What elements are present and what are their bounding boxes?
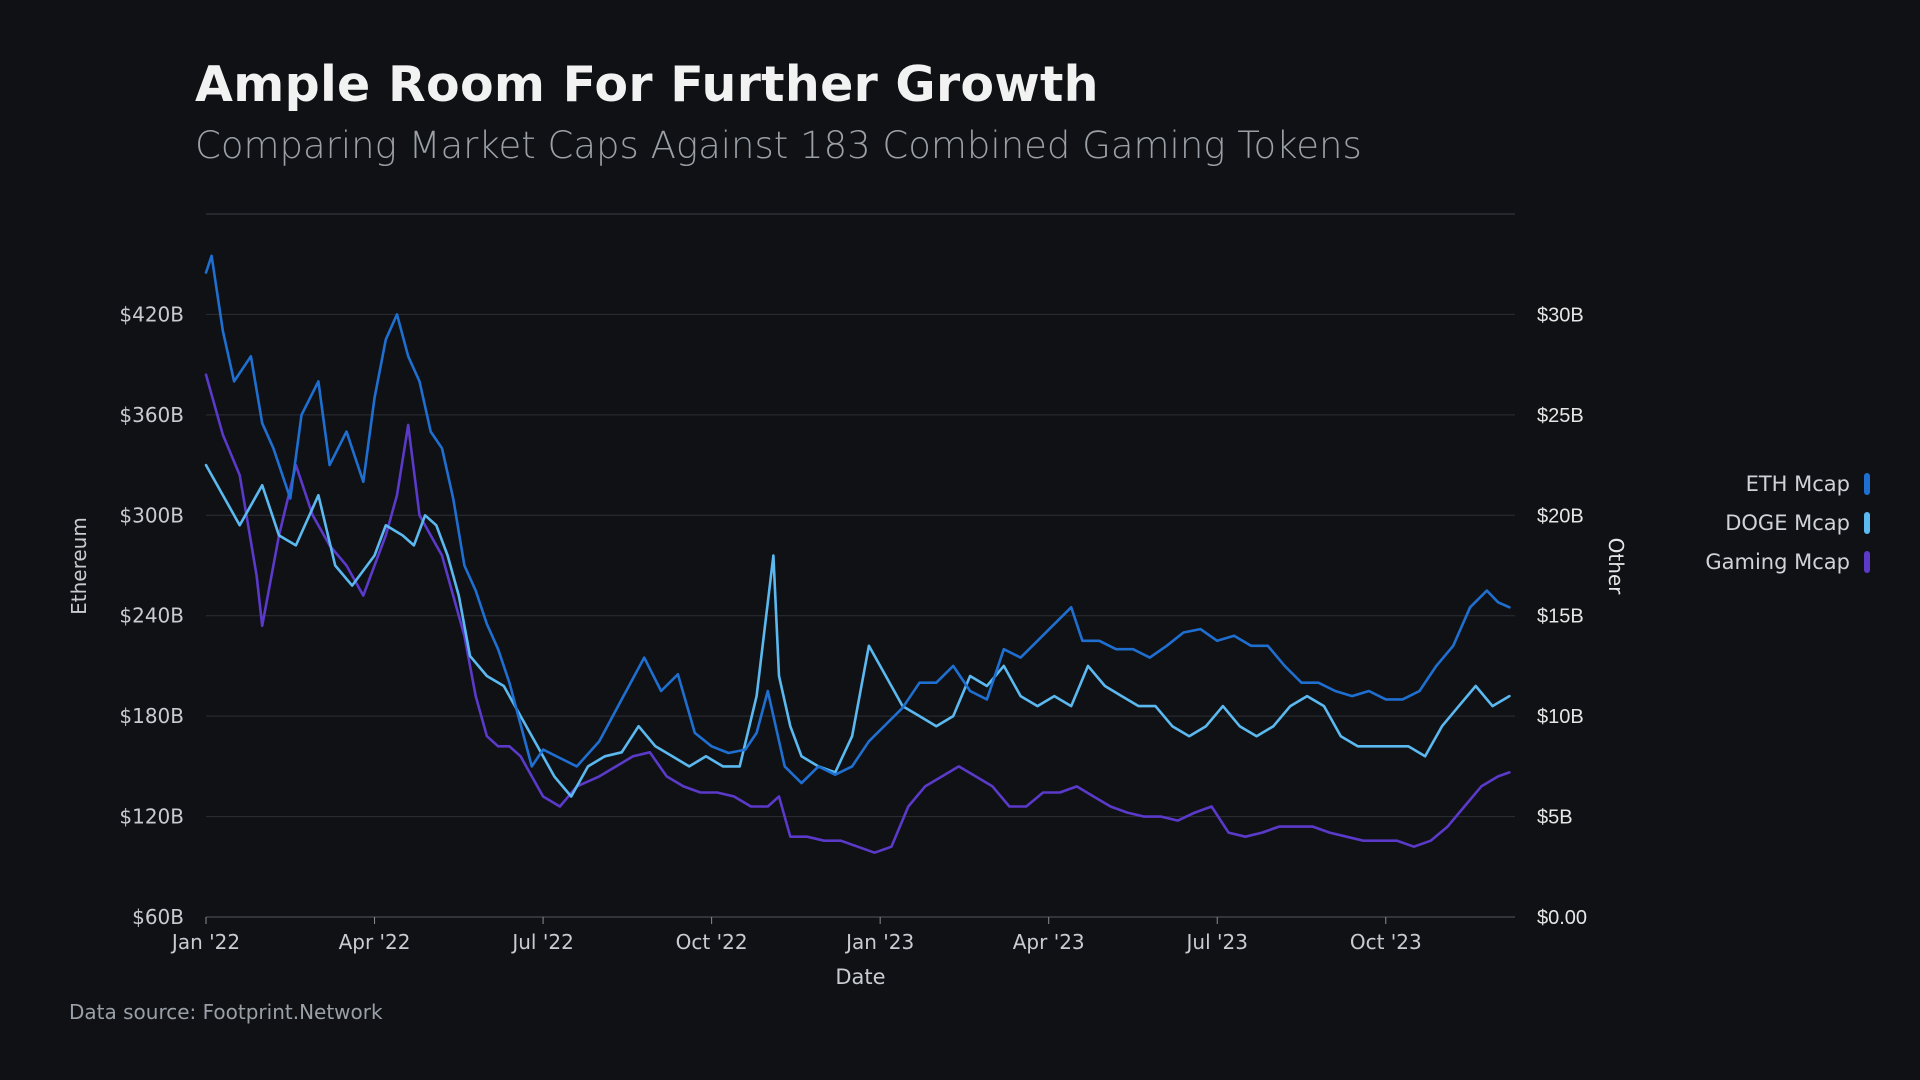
legend-item-eth[interactable]: ETH Mcap [1640,464,1870,503]
x-tick-label: Jul '22 [510,930,573,954]
x-tick-label: Jan '23 [844,930,914,954]
chart-subtitle: Comparing Market Caps Against 183 Combin… [195,124,1362,167]
grid-lines [206,213,1515,918]
legend: ETH Mcap DOGE Mcap Gaming Mcap [1640,464,1870,581]
y-right-axis-title: Other [1604,538,1628,596]
y-right-tick-label: $30B [1537,304,1584,326]
x-tick-label: Jul '23 [1185,930,1248,954]
x-tick-label: Oct '22 [676,930,748,954]
series-lines [204,254,1511,855]
axes: $60B $120B $180B $240B $300B $360B $420B $0.00 $… [67,302,1628,989]
legend-swatch-doge [1864,511,1870,534]
y-right-tick-label: $0.00 [1537,907,1587,929]
legend-label-gaming: Gaming Mcap [1705,549,1850,574]
legend-label-eth: ETH Mcap [1745,471,1850,496]
y-left-tick-label: $180B [119,704,184,728]
legend-item-doge[interactable]: DOGE Mcap [1640,503,1870,542]
y-left-tick-label: $360B [119,403,184,427]
y-left-axis-title: Ethereum [67,517,91,615]
y-right-tick-label: $10B [1537,706,1584,728]
series-line-gaming-mcap[interactable] [204,373,1511,855]
y-left-tick-label: $60B [132,905,184,929]
chart-title: Ample Room For Further Growth [195,56,1099,113]
y-left-tick-label: $240B [119,604,184,628]
series-line-doge-mcap[interactable] [204,463,1511,798]
data-source-note: Data source: Footprint.Network [69,1000,383,1024]
x-tick-label: Apr '23 [1013,930,1085,954]
legend-item-gaming[interactable]: Gaming Mcap [1640,542,1870,581]
y-right-tick-label: $20B [1537,505,1584,527]
y-left-tick-label: $120B [119,805,184,829]
x-axis-title: Date [835,965,885,989]
x-tick-label: Oct '23 [1350,930,1422,954]
y-left-tick-label: $300B [119,503,184,527]
y-right-tick-label: $5B [1537,807,1573,829]
legend-swatch-eth [1864,472,1870,495]
x-tick-label: Apr '22 [339,930,411,954]
legend-label-doge: DOGE Mcap [1725,510,1850,535]
y-left-tick-label: $420B [119,302,184,326]
series-line-eth-mcap[interactable] [204,254,1511,785]
legend-swatch-gaming [1864,550,1870,573]
x-tick-label: Jan '22 [170,930,240,954]
y-right-tick-label: $25B [1537,405,1584,427]
y-right-tick-label: $15B [1537,606,1584,628]
